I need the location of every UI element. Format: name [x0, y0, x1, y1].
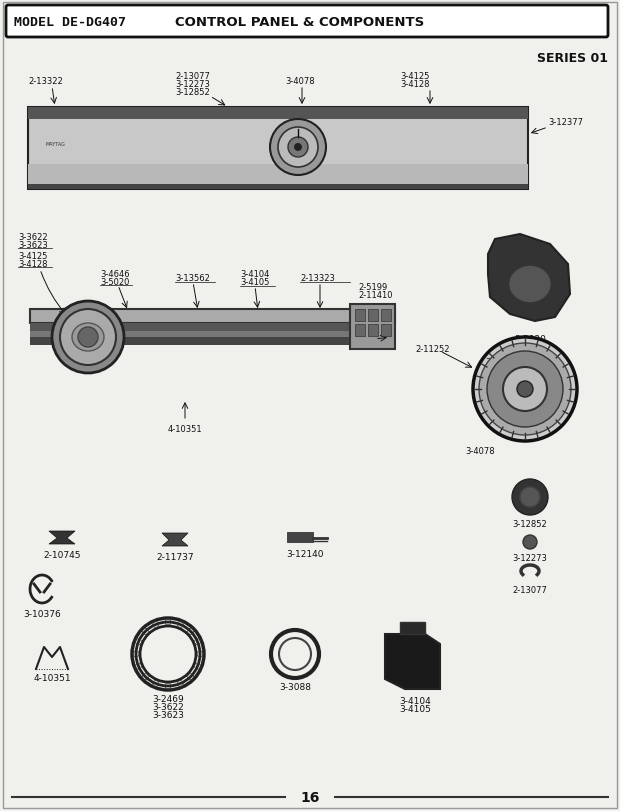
Circle shape — [288, 138, 308, 158]
FancyBboxPatch shape — [6, 6, 608, 38]
Text: 2-11294: 2-11294 — [358, 312, 392, 322]
Polygon shape — [488, 234, 570, 322]
Circle shape — [479, 344, 571, 436]
Text: MODEL DE-DG407: MODEL DE-DG407 — [14, 15, 126, 28]
Text: 2-11252: 2-11252 — [360, 332, 394, 341]
Text: MAYTAG: MAYTAG — [45, 142, 65, 148]
Text: 3-3088: 3-3088 — [279, 682, 311, 691]
Circle shape — [278, 128, 318, 168]
Bar — [28, 165, 528, 190]
Text: 2-11168: 2-11168 — [358, 305, 392, 314]
Text: 3-4128: 3-4128 — [18, 260, 48, 268]
Bar — [28, 108, 528, 120]
Bar — [350, 305, 395, 350]
Text: 3-12140: 3-12140 — [286, 549, 324, 558]
Bar — [355, 324, 365, 337]
Bar — [30, 324, 395, 332]
Text: 3-12377: 3-12377 — [548, 118, 583, 127]
Text: 3-12273: 3-12273 — [175, 80, 210, 89]
Bar — [355, 310, 365, 322]
Text: 3-5020: 3-5020 — [100, 277, 130, 286]
Bar — [368, 324, 378, 337]
Circle shape — [487, 351, 563, 427]
Text: 3-4128: 3-4128 — [400, 80, 430, 89]
Text: 3-2469: 3-2469 — [152, 694, 184, 703]
Bar — [28, 185, 528, 190]
Bar — [30, 337, 395, 345]
Bar — [400, 622, 425, 634]
Text: 2-11252: 2-11252 — [415, 345, 450, 354]
Bar — [28, 108, 528, 190]
Circle shape — [523, 535, 537, 549]
Polygon shape — [385, 634, 440, 689]
Text: 4-10351: 4-10351 — [33, 673, 71, 682]
Circle shape — [60, 310, 116, 366]
Text: 2-11737: 2-11737 — [156, 552, 194, 561]
Circle shape — [78, 328, 98, 348]
Text: 3-5020: 3-5020 — [514, 335, 546, 344]
Text: SERIES 01: SERIES 01 — [537, 52, 608, 65]
Text: 3-3622: 3-3622 — [18, 233, 48, 242]
Text: 16: 16 — [300, 790, 320, 804]
Text: 3-4105: 3-4105 — [399, 704, 431, 713]
Text: 3-10376: 3-10376 — [23, 609, 61, 618]
Bar — [30, 332, 395, 337]
Text: 2-13323: 2-13323 — [300, 273, 335, 283]
Text: 3-4125: 3-4125 — [18, 251, 47, 260]
Text: 3-4646: 3-4646 — [100, 270, 130, 279]
Text: 3-12852: 3-12852 — [513, 519, 547, 528]
Ellipse shape — [72, 324, 104, 351]
Text: 3-13562: 3-13562 — [175, 273, 210, 283]
Text: 3-4125: 3-4125 — [400, 72, 430, 81]
Text: 2-13077: 2-13077 — [175, 72, 210, 81]
Polygon shape — [162, 534, 188, 547]
Text: 2-13322: 2-13322 — [28, 77, 63, 86]
Circle shape — [517, 381, 533, 397]
Text: 3-4104: 3-4104 — [240, 270, 269, 279]
Bar — [287, 532, 313, 543]
Text: 3-12852: 3-12852 — [175, 88, 210, 97]
Text: 3-3623: 3-3623 — [152, 710, 184, 719]
Circle shape — [520, 487, 540, 508]
Text: 2-10745: 2-10745 — [43, 551, 81, 560]
Text: 3-12273: 3-12273 — [513, 553, 547, 562]
Circle shape — [473, 337, 577, 441]
Text: 3-4104: 3-4104 — [399, 696, 431, 705]
Text: 3-3622: 3-3622 — [152, 702, 184, 711]
Text: 4-10351: 4-10351 — [167, 424, 202, 433]
Text: 2-11410: 2-11410 — [358, 290, 392, 299]
Text: CONTROL PANEL & COMPONENTS: CONTROL PANEL & COMPONENTS — [175, 15, 424, 28]
Circle shape — [294, 144, 302, 152]
Bar — [30, 310, 395, 324]
Circle shape — [503, 367, 547, 411]
Text: 3-5020: 3-5020 — [485, 358, 515, 367]
Polygon shape — [49, 531, 75, 544]
Text: 2-13077: 2-13077 — [513, 586, 547, 594]
Text: 3-3623: 3-3623 — [18, 241, 48, 250]
Ellipse shape — [510, 267, 550, 303]
Bar — [381, 310, 391, 322]
Bar — [368, 310, 378, 322]
Text: 3-4078: 3-4078 — [465, 446, 495, 456]
Circle shape — [270, 120, 326, 176]
Text: 3-4105: 3-4105 — [240, 277, 269, 286]
Circle shape — [52, 302, 124, 374]
Text: 3-4078: 3-4078 — [285, 77, 314, 86]
Text: 2-5199: 2-5199 — [358, 283, 388, 292]
Circle shape — [512, 479, 548, 515]
Bar — [381, 324, 391, 337]
